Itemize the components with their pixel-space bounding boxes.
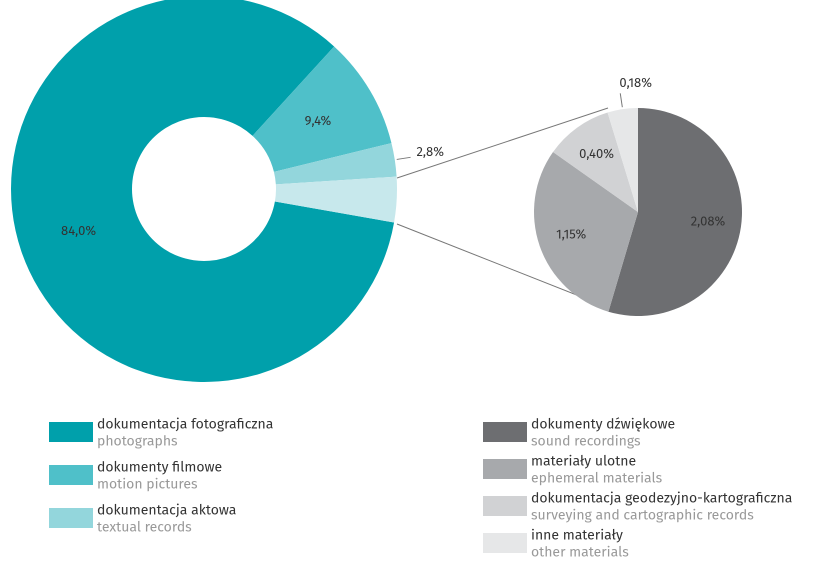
connector-line bbox=[396, 107, 609, 179]
legend-swatch bbox=[49, 422, 93, 442]
legend-sublabel: sound recordings bbox=[531, 433, 641, 450]
legend-label: inne materiały bbox=[531, 527, 623, 544]
value-label: 1,15% bbox=[556, 228, 586, 243]
legend-sublabel: motion pictures bbox=[97, 476, 198, 493]
value-label: 2,8% bbox=[417, 145, 445, 160]
legend-label: dokumenty filmowe bbox=[97, 459, 222, 476]
leader-line bbox=[619, 93, 623, 108]
slice bbox=[608, 108, 742, 316]
legend-label: materiały ulotne bbox=[531, 453, 636, 470]
connector-line bbox=[396, 223, 608, 308]
slice bbox=[11, 0, 395, 382]
legend-sublabel: textual records bbox=[97, 519, 192, 536]
legend-label: dokumentacja aktowa bbox=[97, 502, 236, 519]
legend-sublabel: other materials bbox=[531, 544, 629, 561]
legend-swatch bbox=[483, 496, 527, 516]
legend-swatch bbox=[49, 508, 93, 528]
slice bbox=[533, 152, 638, 312]
legend-swatch bbox=[483, 533, 527, 553]
slice bbox=[553, 112, 638, 212]
legend-swatch bbox=[483, 459, 527, 479]
slice bbox=[252, 46, 392, 172]
legend-sublabel: surveying and cartographic records bbox=[531, 507, 754, 524]
legend-label: dokumentacja fotograficzna bbox=[97, 416, 273, 433]
legend-label: dokumenty dźwiękowe bbox=[531, 416, 675, 433]
legend-sublabel: ephemeral materials bbox=[531, 470, 663, 487]
leader-line bbox=[396, 156, 411, 160]
slice bbox=[273, 143, 397, 185]
slice bbox=[607, 108, 638, 212]
legend-sublabel: photographs bbox=[97, 433, 178, 450]
value-label: 0,18% bbox=[619, 76, 652, 91]
legend-swatch bbox=[49, 465, 93, 485]
value-label: 2,08% bbox=[691, 215, 726, 230]
slice bbox=[274, 176, 398, 223]
value-label: 84,0% bbox=[61, 224, 96, 239]
legend-swatch bbox=[483, 422, 527, 442]
legend-label: dokumentacja geodezyjno-kartograficzna bbox=[531, 490, 792, 507]
value-label: 0,40% bbox=[579, 147, 614, 162]
value-label: 9,4% bbox=[305, 114, 332, 129]
